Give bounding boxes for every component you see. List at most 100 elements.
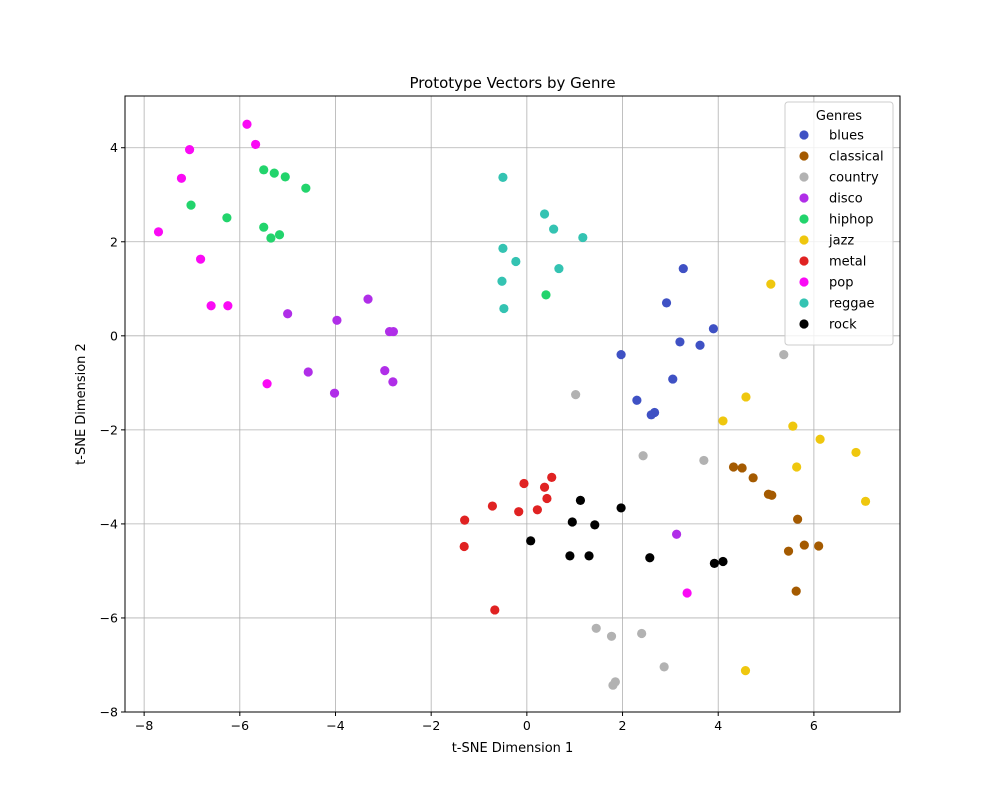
scatter-point-disco	[388, 326, 398, 337]
scatter-point-pop	[682, 588, 692, 598]
scatter-point-hiphop	[269, 168, 279, 178]
scatter-point-hiphop	[274, 230, 285, 240]
y-tick-label: −6	[100, 610, 118, 625]
scatter-point-pop	[195, 254, 206, 264]
legend-marker-country	[799, 172, 809, 182]
x-tick-label: −6	[231, 718, 249, 733]
legend-item-reggae: reggae	[799, 297, 875, 312]
scatter-point-metal	[487, 501, 498, 511]
scatter-point-blues	[708, 324, 719, 334]
legend-marker-jazz	[799, 235, 809, 245]
legend-label-hiphop: hiphop	[829, 213, 874, 228]
scatter-point-pop	[153, 227, 164, 237]
scatter-point-classical	[793, 514, 803, 524]
scatter-point-blues	[661, 298, 672, 308]
scatter-point-rock	[565, 551, 575, 561]
scatter-point-metal	[490, 605, 500, 615]
legend-title: Genres	[816, 109, 862, 124]
y-axis-label: t-SNE Dimension 2	[74, 343, 89, 465]
scatter-point-jazz	[815, 434, 825, 444]
scatter-point-disco	[363, 294, 373, 304]
scatter-point-country	[571, 389, 581, 400]
scatter-point-hiphop	[186, 200, 196, 210]
scatter-point-reggae	[539, 209, 550, 219]
scatter-point-hiphop	[541, 290, 551, 300]
scatter-point-hiphop	[266, 233, 276, 243]
scatter-point-country	[638, 451, 648, 461]
y-tick-label: −8	[100, 705, 118, 720]
scatter-point-country	[637, 628, 647, 639]
scatter-point-rock	[575, 495, 586, 505]
legend-item-blues: blues	[799, 129, 864, 144]
scatter-point-classical	[799, 540, 809, 550]
scatter-point-rock	[645, 553, 655, 563]
scatter-point-disco	[303, 367, 313, 377]
scatter-point-reggae	[499, 303, 509, 314]
scatter-point-rock	[709, 558, 719, 569]
scatter-point-classical	[748, 473, 758, 483]
legend-item-pop: pop	[799, 276, 853, 291]
scatter-point-hiphop	[301, 183, 311, 193]
legend-label-blues: blues	[829, 129, 864, 144]
legend-item-rock: rock	[799, 318, 857, 333]
x-tick-label: 6	[810, 718, 818, 733]
scatter-point-disco	[283, 309, 293, 319]
scatter-point-blues	[646, 410, 656, 420]
scatter-point-country	[608, 680, 618, 690]
scatter-point-metal	[514, 507, 524, 517]
scatter-point-reggae	[549, 224, 559, 234]
scatter-point-metal	[459, 541, 469, 552]
scatter-point-hiphop	[259, 165, 269, 175]
grid	[125, 96, 900, 713]
scatter-point-rock	[590, 520, 600, 530]
axis-ticks: −8 −6 −4 −2 0 2 4 6 −8 −6 −4 −2 0 2 4	[100, 140, 818, 733]
scatter-point-rock	[567, 517, 577, 527]
legend-label-reggae: reggae	[829, 297, 875, 312]
scatter-point-jazz	[851, 447, 861, 458]
legend-marker-rock	[799, 319, 809, 329]
scatter-point-metal	[547, 472, 557, 482]
legend-items: blues classical country disco hiphop jazz meta…	[799, 129, 884, 333]
x-tick-label: −4	[326, 718, 344, 733]
scatter-point-country	[659, 662, 669, 672]
scatter-point-jazz	[718, 416, 728, 426]
scatter-point-pop	[206, 301, 216, 311]
scatter-points	[153, 119, 871, 690]
scatter-point-classical	[728, 462, 739, 472]
scatter-point-classical	[814, 541, 824, 551]
x-tick-label: −2	[422, 718, 440, 733]
scatter-point-jazz	[766, 279, 776, 289]
legend-label-rock: rock	[829, 318, 857, 333]
scatter-point-hiphop	[280, 172, 290, 182]
scatter-point-rock	[718, 556, 728, 567]
legend-item-classical: classical	[799, 150, 884, 165]
scatter-point-country	[606, 631, 617, 641]
scatter-point-classical	[791, 586, 801, 596]
legend-label-country: country	[829, 171, 879, 186]
scatter-point-pop	[242, 119, 252, 129]
scatter-point-metal	[460, 515, 470, 525]
y-tick-label: 2	[110, 234, 118, 249]
x-tick-label: 2	[619, 718, 627, 733]
scatter-point-classical	[767, 490, 777, 500]
scatter-point-jazz	[860, 496, 871, 506]
scatter-point-hiphop	[259, 222, 269, 232]
scatter-point-metal	[532, 505, 542, 515]
legend-label-pop: pop	[829, 276, 853, 291]
scatter-point-disco	[329, 388, 340, 398]
legend-label-metal: metal	[829, 255, 866, 270]
scatter-point-country	[591, 623, 601, 633]
scatter-point-jazz	[741, 392, 751, 402]
y-tick-label: −4	[100, 516, 118, 531]
scatter-point-blues	[632, 395, 642, 405]
scatter-point-blues	[675, 337, 685, 347]
legend-marker-hiphop	[799, 214, 809, 224]
x-tick-label: 4	[714, 718, 722, 733]
scatter-point-blues	[678, 263, 688, 274]
scatter-point-blues	[695, 340, 705, 350]
scatter-point-hiphop	[222, 213, 232, 223]
scatter-point-disco	[388, 377, 398, 387]
legend-marker-disco	[799, 193, 809, 203]
scatter-point-pop	[223, 301, 233, 311]
y-tick-label: 4	[110, 140, 118, 155]
